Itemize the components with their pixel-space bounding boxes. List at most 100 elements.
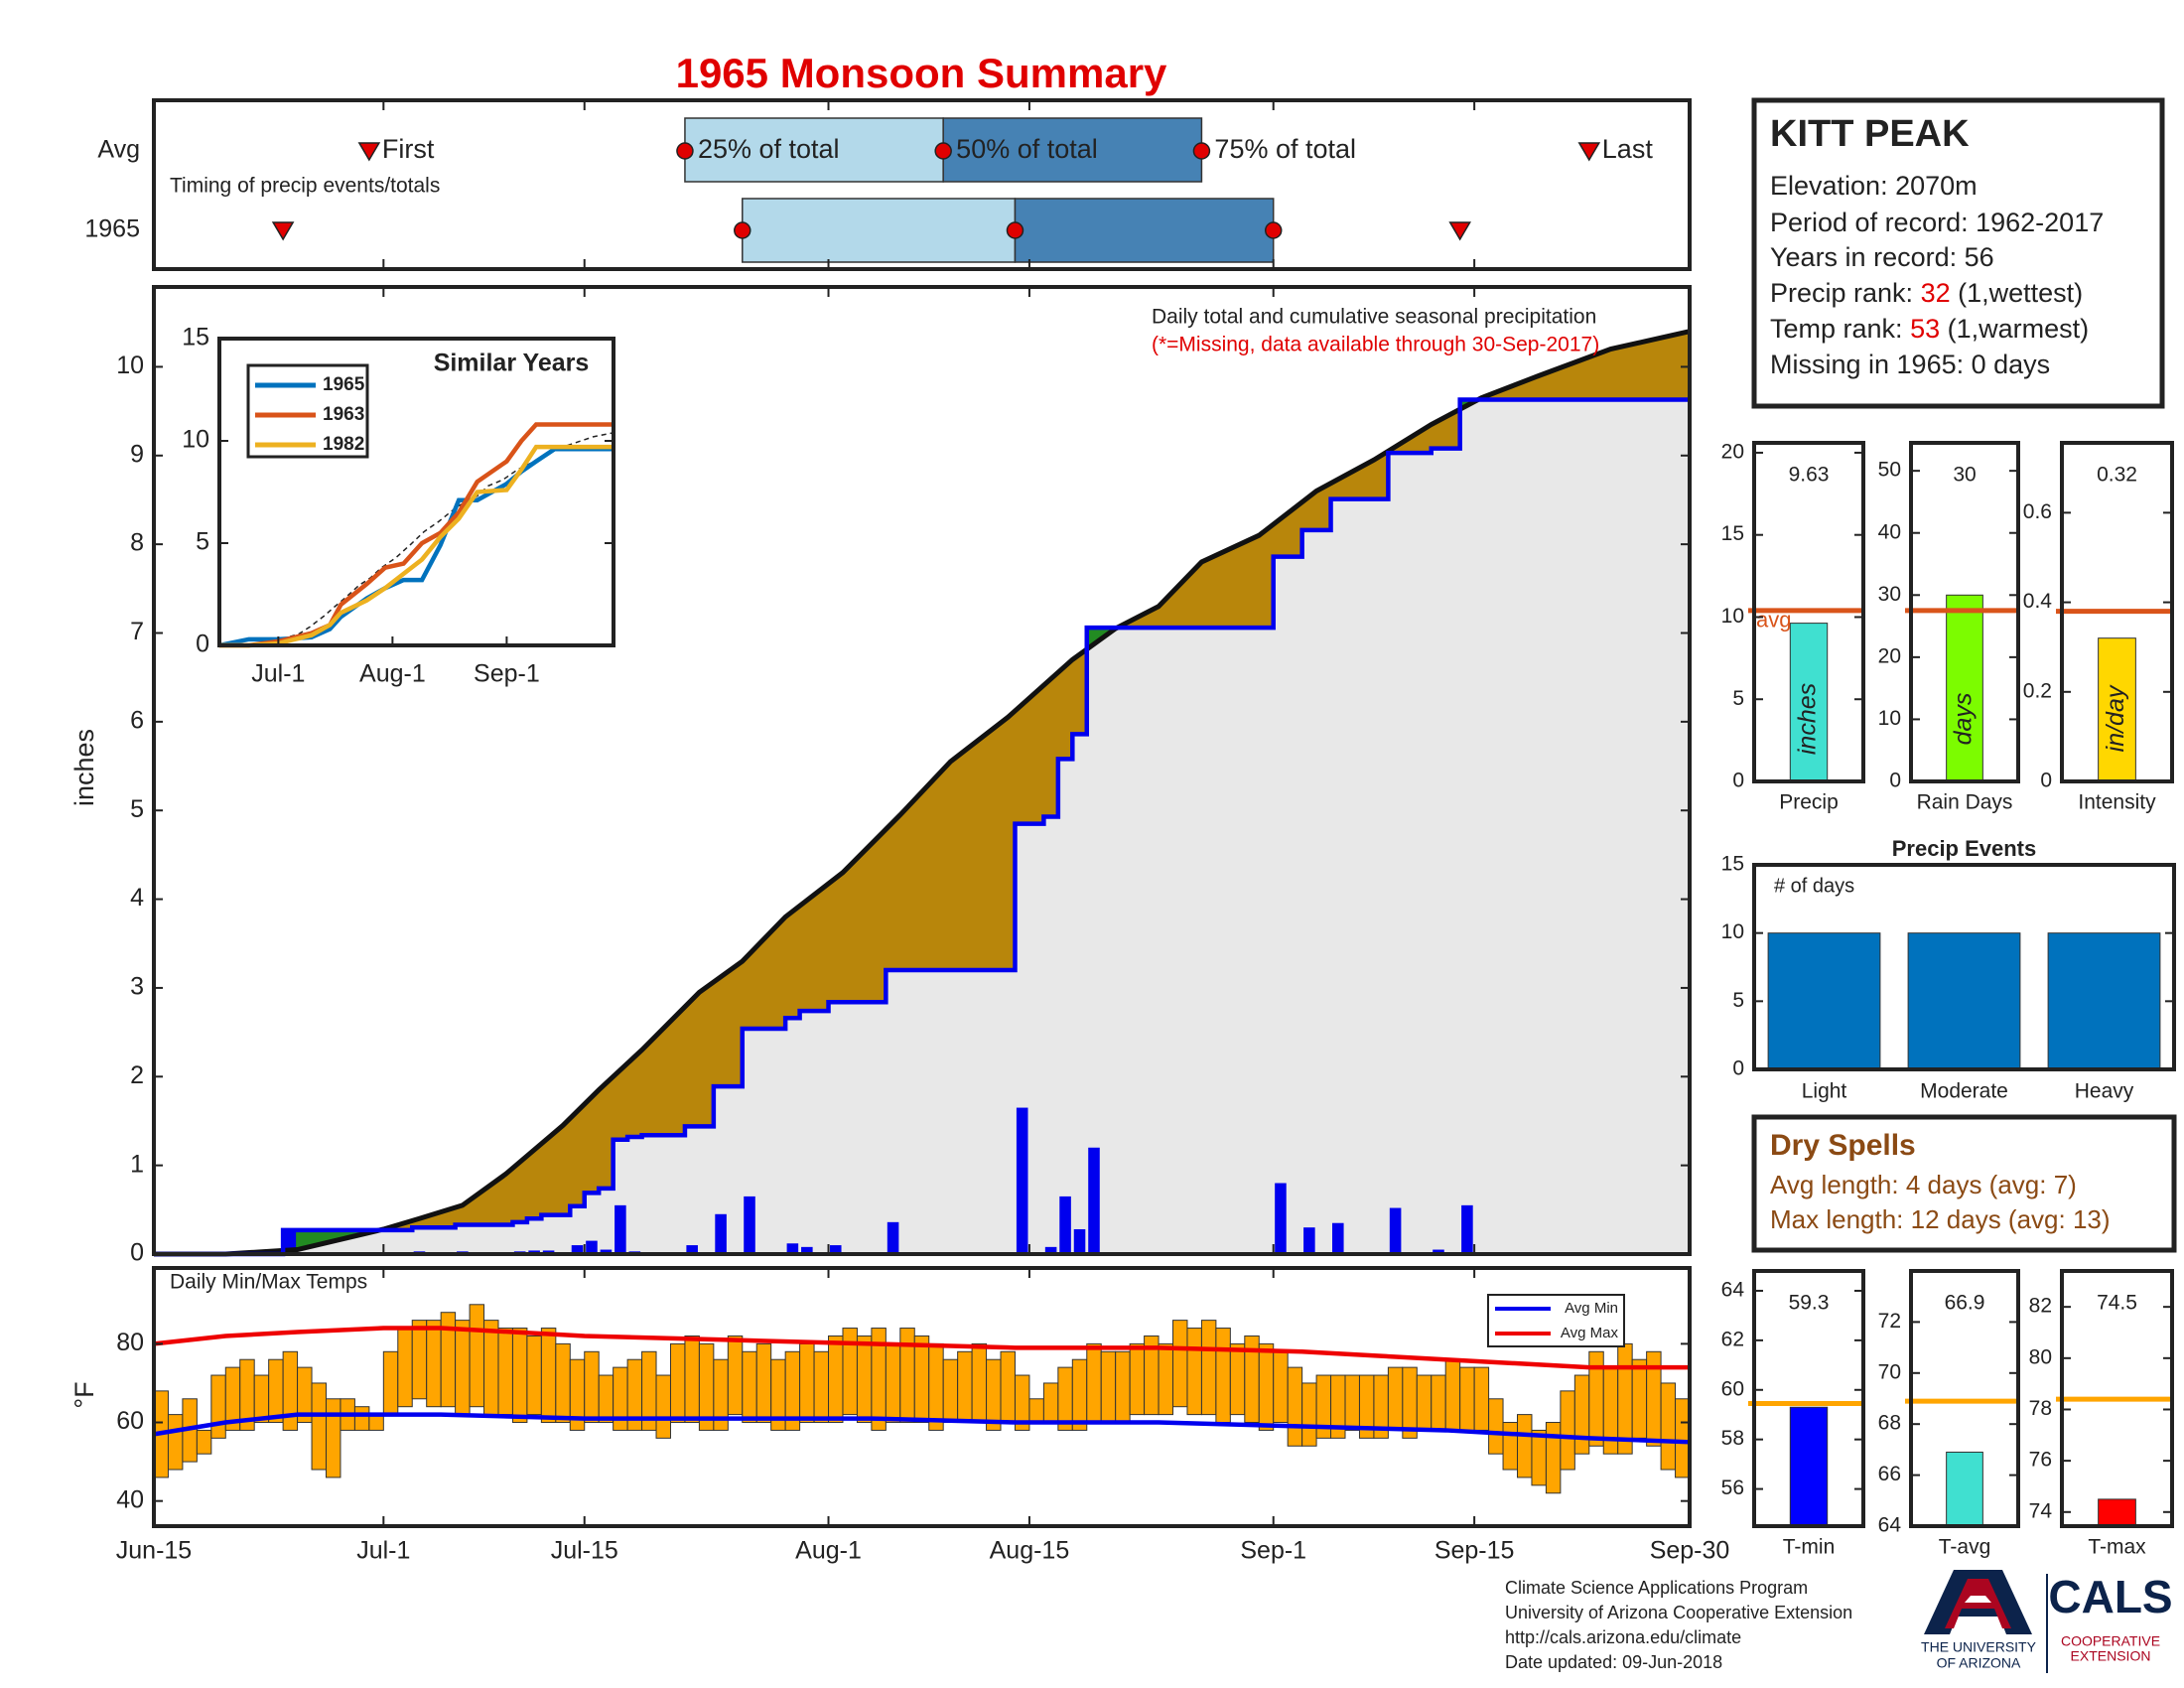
x-tick-label: Aug-1	[795, 1537, 862, 1565]
late-box	[1014, 198, 1275, 263]
timing-marker	[1192, 142, 1211, 160]
y-tick-label: 80	[2029, 1345, 2052, 1368]
daily-bar	[1044, 1246, 1057, 1254]
daily-bar	[1331, 1222, 1344, 1254]
temp-range-bar	[1560, 1390, 1575, 1471]
rank-line: Precip rank: 32 (1,wettest)	[1770, 278, 2083, 308]
y-tick-label: 70	[1878, 1360, 1901, 1383]
timing-marker-label: 75% of total	[1214, 134, 1356, 164]
temp-range-bar	[282, 1350, 299, 1431]
rank-part: (1,wettest)	[1951, 278, 2084, 308]
y-tick-label: 0	[130, 1239, 144, 1267]
temp-range-bar	[469, 1304, 485, 1408]
temp-range-bar	[1444, 1358, 1461, 1431]
x-tick-label: Jul-1	[356, 1537, 410, 1565]
temp-range-bar	[1344, 1374, 1360, 1431]
daily-bar	[1088, 1147, 1100, 1254]
temp-range-bar	[1517, 1414, 1533, 1478]
temp-range-bar	[411, 1320, 428, 1400]
category-label: Intensity	[2078, 791, 2156, 814]
temp-range-bar	[598, 1374, 614, 1424]
temp-range-bar	[1172, 1320, 1188, 1408]
y-tick-label: 4	[130, 884, 144, 912]
temp-range-bar	[1660, 1382, 1677, 1471]
temp-range-bar	[1502, 1422, 1519, 1471]
y-tick-label: 0.6	[2023, 500, 2052, 523]
temp-range-bar	[1071, 1358, 1088, 1431]
y-tick-label: 0	[1732, 770, 1744, 792]
temp-range-bar	[1631, 1358, 1648, 1439]
y-tick-label: 9	[130, 440, 144, 468]
y-tick-label: 0	[196, 631, 209, 658]
rank-part: (1,warmest)	[1940, 314, 2089, 344]
y-tick-label: 6	[130, 706, 144, 734]
temp-range-bar	[1042, 1382, 1059, 1424]
daily-bar	[887, 1221, 899, 1254]
daily-bar	[744, 1196, 755, 1254]
temp-range-bar	[1473, 1366, 1490, 1431]
y-tick-label: 0	[1889, 770, 1901, 792]
y-tick-label: 15	[1721, 522, 1744, 545]
temp-range-bar	[1273, 1350, 1289, 1424]
temp-range-bar	[727, 1335, 744, 1416]
y-tick-label: 72	[1878, 1310, 1901, 1333]
temp-range-bar	[368, 1414, 384, 1431]
rank-line: Temp rank: 53 (1,warmest)	[1770, 314, 2089, 344]
temp-range-bar	[497, 1328, 513, 1416]
temp-range-bar	[397, 1328, 413, 1408]
y-tick-label: 5	[196, 528, 209, 556]
y-tick-label: 78	[2029, 1397, 2052, 1420]
temp-range-bar	[1115, 1350, 1131, 1424]
timing-marker	[1448, 221, 1471, 241]
logo-extension: COOPERATIVE	[2061, 1633, 2160, 1649]
y-tick-label: 68	[1878, 1412, 1901, 1435]
timing-marker-label: Last	[1602, 134, 1654, 164]
daily-bar	[571, 1245, 584, 1254]
rank-part: Precip rank:	[1770, 278, 1921, 308]
category-label: Light	[1802, 1080, 1847, 1103]
legend-label: 1965	[323, 374, 365, 395]
temp-range-bar	[584, 1350, 600, 1424]
y-tick-label: 30	[1878, 583, 1901, 606]
chart-title: Precip Events	[1892, 836, 2037, 861]
temp-range-bar	[1531, 1429, 1547, 1486]
temp-range-bar	[1158, 1342, 1174, 1416]
average-label: avg	[1756, 608, 1791, 633]
y-tick-label: 8	[130, 529, 144, 557]
average-line	[154, 329, 1691, 1257]
y-tick-label: 60	[116, 1407, 144, 1435]
temp-range-bar	[928, 1342, 944, 1431]
bar	[2098, 1498, 2136, 1527]
page-title: 1965 Monsoon Summary	[676, 50, 1167, 96]
temp-range-bar	[613, 1366, 628, 1431]
daily-bar	[1275, 1183, 1287, 1254]
temp-range-bar	[971, 1342, 988, 1424]
axes-frame	[2060, 1269, 2174, 1528]
logo-university: THE UNIVERSITY	[1921, 1639, 2037, 1655]
similar-year-line	[219, 444, 614, 648]
y-tick-label: 0.4	[2023, 590, 2053, 613]
info-box	[1751, 97, 2165, 409]
y-tick-label: 20	[1721, 440, 1744, 463]
y-tick-label: 0.2	[2023, 679, 2052, 702]
category-label: Rain Days	[1917, 791, 2013, 814]
daily-bar	[1433, 1249, 1444, 1254]
temp-range-bar	[913, 1335, 930, 1424]
y-tick-label: 80	[116, 1329, 144, 1356]
axes-frame	[152, 285, 1692, 1256]
category-label: Precip	[1779, 791, 1839, 814]
y-axis-label: # of days	[1774, 875, 1854, 897]
y-tick-label: 58	[1721, 1427, 1744, 1450]
value-label: 30	[1953, 464, 1976, 487]
value-label: 9.63	[1789, 464, 1830, 487]
rank-part: 53	[1910, 314, 1940, 344]
y-tick-label: 64	[1721, 1279, 1745, 1302]
x-tick-label: Sep-15	[1434, 1537, 1515, 1565]
chart-title: Daily Min/Max Temps	[170, 1271, 367, 1294]
daily-bar	[1303, 1227, 1315, 1254]
daily-bar	[829, 1245, 842, 1254]
daily-bar	[1059, 1196, 1071, 1254]
timing-marker	[357, 142, 381, 162]
temp-range-bar	[511, 1328, 528, 1424]
temp-range-bar	[1545, 1422, 1562, 1494]
